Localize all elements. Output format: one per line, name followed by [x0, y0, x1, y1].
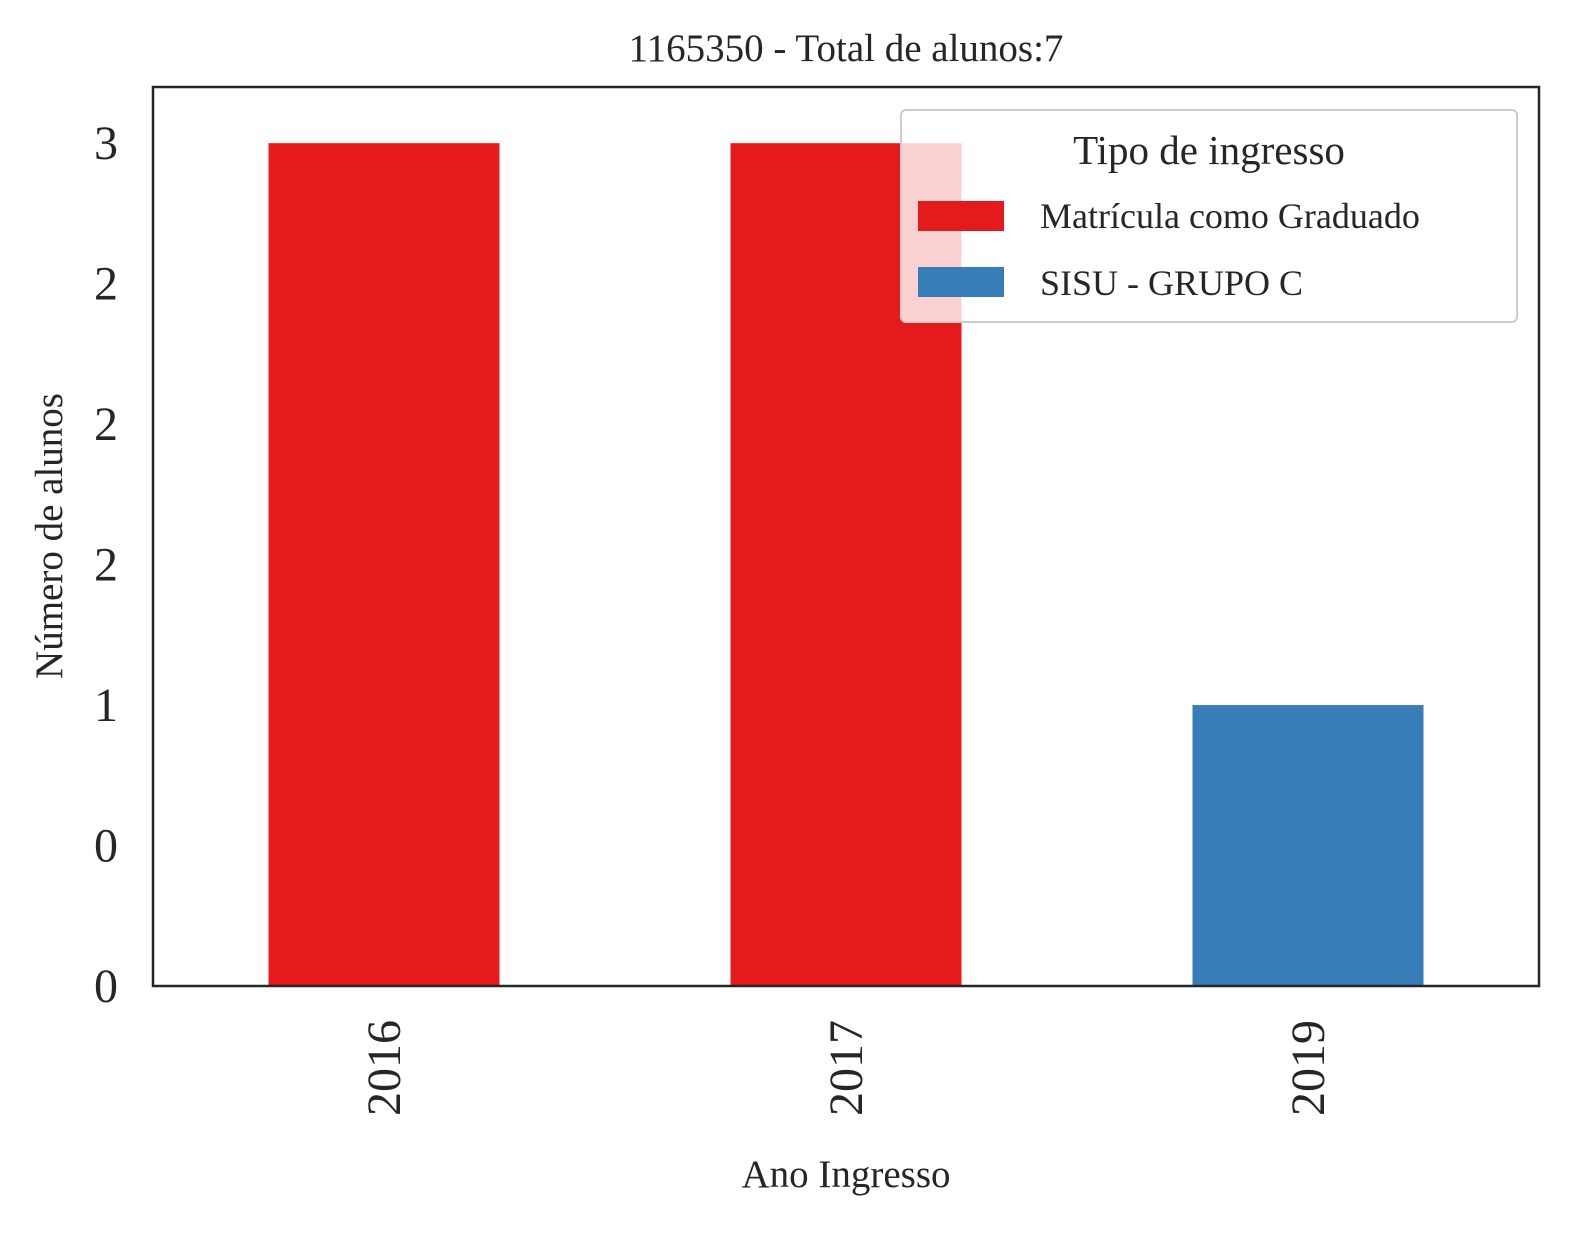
chart-title: 1165350 - Total de alunos:7 — [629, 27, 1064, 70]
y-tick-label: 1 — [94, 679, 118, 732]
x-tick-labels: 2016 2017 2019 — [358, 1020, 1335, 1116]
x-tick-label: 2019 — [1282, 1020, 1335, 1116]
legend-label-matricula: Matrícula como Graduado — [1040, 196, 1420, 236]
y-tick-label: 2 — [94, 539, 118, 592]
legend-label-sisu: SISU - GRUPO C — [1040, 263, 1303, 303]
y-tick-label: 2 — [94, 398, 118, 451]
legend-swatch-matricula — [918, 201, 1004, 231]
x-tick-label: 2017 — [820, 1020, 873, 1116]
x-tick-label: 2016 — [358, 1020, 411, 1116]
y-tick-label: 0 — [94, 820, 118, 873]
bars-group — [268, 143, 1424, 986]
legend-box — [900, 109, 1518, 323]
y-axis-label: Número de alunos — [28, 393, 71, 679]
y-tick-label: 3 — [94, 117, 118, 170]
y-tick-label: 2 — [94, 258, 118, 311]
legend-swatch-sisu — [918, 267, 1004, 297]
plot-frame — [151, 85, 1541, 988]
y-tick-labels: 0 0 1 2 2 2 3 — [94, 117, 118, 1013]
legend-title: Tipo de ingresso — [1073, 127, 1345, 173]
y-tick-label: 0 — [94, 960, 118, 1013]
bar-2016-series-0 — [268, 143, 500, 986]
legend: Tipo de ingresso Matrícula como Graduado… — [900, 109, 1518, 323]
bar-2019-series-1 — [1192, 705, 1424, 986]
x-axis-label: Ano Ingresso — [741, 1153, 950, 1196]
